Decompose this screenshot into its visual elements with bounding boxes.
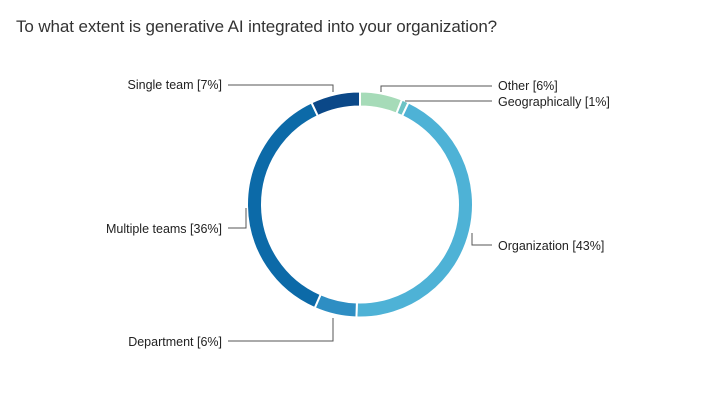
- segment-single-team: [310, 90, 361, 118]
- label-department: Department [6%]: [128, 335, 222, 349]
- label-other: Other [6%]: [498, 79, 558, 93]
- leader-organization: [471, 233, 492, 246]
- chart-title: To what extent is generative AI integrat…: [16, 17, 498, 36]
- label-multiple-teams: Multiple teams [36%]: [106, 222, 222, 236]
- segment-department: [313, 292, 358, 319]
- leader-multiple-teams: [228, 208, 247, 229]
- label-geographically: Geographically [1%]: [498, 95, 610, 109]
- leader-single-team: [228, 84, 334, 92]
- label-single-team: Single team [7%]: [128, 78, 223, 92]
- donut-ring: [246, 90, 474, 319]
- leader-department: [228, 318, 334, 342]
- segment-multiple-teams: [246, 101, 323, 310]
- segment-other: [359, 90, 404, 115]
- leader-lines: [228, 84, 492, 342]
- label-organization: Organization [43%]: [498, 239, 604, 253]
- segment-organization: [355, 101, 474, 319]
- leader-other: [380, 85, 492, 92]
